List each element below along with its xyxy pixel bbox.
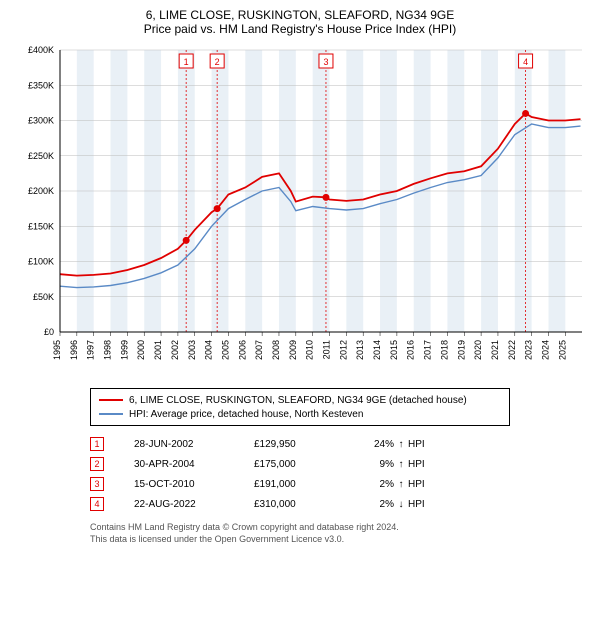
svg-text:3: 3 xyxy=(323,57,328,67)
sale-arrow-icon: ↑ xyxy=(394,479,408,490)
line-chart: £0 £50K £100K £150K £200K £250K £300K £350K £400… xyxy=(10,42,590,382)
svg-text:£350K: £350K xyxy=(28,80,54,90)
svg-text:1: 1 xyxy=(184,57,189,67)
svg-text:2012: 2012 xyxy=(338,340,348,360)
svg-text:2005: 2005 xyxy=(220,340,230,360)
chart-title: 6, LIME CLOSE, RUSKINGTON, SLEAFORD, NG3… xyxy=(10,8,590,22)
svg-text:2010: 2010 xyxy=(305,340,315,360)
svg-text:2001: 2001 xyxy=(153,340,163,360)
svg-text:2014: 2014 xyxy=(372,340,382,360)
svg-text:2018: 2018 xyxy=(439,340,449,360)
chart-subtitle: Price paid vs. HM Land Registry's House … xyxy=(10,22,590,36)
svg-text:2: 2 xyxy=(215,57,220,67)
legend-swatch xyxy=(99,413,123,415)
svg-text:2022: 2022 xyxy=(507,340,517,360)
sale-arrow-icon: ↑ xyxy=(394,439,408,450)
svg-text:2015: 2015 xyxy=(389,340,399,360)
svg-text:2013: 2013 xyxy=(355,340,365,360)
sale-number-box: 2 xyxy=(90,457,104,471)
sale-date: 30-APR-2004 xyxy=(134,459,254,470)
legend-swatch xyxy=(99,399,123,401)
sale-date: 28-JUN-2002 xyxy=(134,439,254,450)
footer-line-1: Contains HM Land Registry data © Crown c… xyxy=(90,522,510,534)
sale-arrow-icon: ↑ xyxy=(394,459,408,470)
svg-text:£0: £0 xyxy=(44,327,54,337)
title-block: 6, LIME CLOSE, RUSKINGTON, SLEAFORD, NG3… xyxy=(10,8,590,36)
chart-container: 6, LIME CLOSE, RUSKINGTON, SLEAFORD, NG3… xyxy=(0,0,600,620)
sale-number-box: 4 xyxy=(90,497,104,511)
legend-item: 6, LIME CLOSE, RUSKINGTON, SLEAFORD, NG3… xyxy=(99,393,501,407)
sales-table: 128-JUN-2002£129,95024%↑HPI230-APR-2004£… xyxy=(90,434,510,514)
svg-text:2020: 2020 xyxy=(473,340,483,360)
svg-text:2017: 2017 xyxy=(423,340,433,360)
legend-item: HPI: Average price, detached house, Nort… xyxy=(99,407,501,421)
sale-arrow-icon: ↓ xyxy=(394,499,408,510)
legend-label: HPI: Average price, detached house, Nort… xyxy=(129,409,363,420)
svg-text:£250K: £250K xyxy=(28,151,54,161)
sale-pct: 2% xyxy=(354,479,394,490)
svg-text:£300K: £300K xyxy=(28,116,54,126)
svg-text:2019: 2019 xyxy=(456,340,466,360)
svg-text:2008: 2008 xyxy=(271,340,281,360)
svg-text:£100K: £100K xyxy=(28,257,54,267)
sale-number-box: 1 xyxy=(90,437,104,451)
svg-text:2023: 2023 xyxy=(524,340,534,360)
legend-label: 6, LIME CLOSE, RUSKINGTON, SLEAFORD, NG3… xyxy=(129,395,467,406)
sale-price: £191,000 xyxy=(254,479,354,490)
svg-text:£400K: £400K xyxy=(28,45,54,55)
svg-text:2011: 2011 xyxy=(322,340,332,359)
svg-text:1997: 1997 xyxy=(86,340,96,360)
svg-text:2021: 2021 xyxy=(490,340,500,360)
sale-row: 3 15-OCT-2010£191,0002%↑HPI xyxy=(90,474,510,494)
chart-area: £0 £50K £100K £150K £200K £250K £300K £350K £400… xyxy=(10,42,590,382)
sale-pct: 24% xyxy=(354,439,394,450)
footer-line-2: This data is licensed under the Open Gov… xyxy=(90,534,510,546)
legend: 6, LIME CLOSE, RUSKINGTON, SLEAFORD, NG3… xyxy=(90,388,510,426)
sale-price: £310,000 xyxy=(254,499,354,510)
svg-text:4: 4 xyxy=(523,57,528,67)
sale-pct: 9% xyxy=(354,459,394,470)
svg-text:2009: 2009 xyxy=(288,340,298,360)
sale-date: 22-AUG-2022 xyxy=(134,499,254,510)
sale-date: 15-OCT-2010 xyxy=(134,479,254,490)
sale-hpi-label: HPI xyxy=(408,479,438,490)
svg-text:1995: 1995 xyxy=(52,340,62,360)
svg-text:2025: 2025 xyxy=(557,340,567,360)
sale-number-box: 3 xyxy=(90,477,104,491)
svg-text:1996: 1996 xyxy=(69,340,79,360)
footer-attribution: Contains HM Land Registry data © Crown c… xyxy=(90,522,510,545)
sale-price: £175,000 xyxy=(254,459,354,470)
svg-text:2003: 2003 xyxy=(187,340,197,360)
sale-row: 1 28-JUN-2002£129,95024%↑HPI xyxy=(90,434,510,454)
svg-text:2002: 2002 xyxy=(170,340,180,360)
svg-text:1998: 1998 xyxy=(103,340,113,360)
svg-text:1999: 1999 xyxy=(119,340,129,360)
svg-text:2000: 2000 xyxy=(136,340,146,360)
svg-text:£150K: £150K xyxy=(28,221,54,231)
svg-text:2006: 2006 xyxy=(237,340,247,360)
sale-row: 2 30-APR-2004£175,0009%↑HPI xyxy=(90,454,510,474)
svg-text:2007: 2007 xyxy=(254,340,264,360)
svg-text:2024: 2024 xyxy=(540,340,550,360)
svg-text:2016: 2016 xyxy=(406,340,416,360)
sale-hpi-label: HPI xyxy=(408,439,438,450)
svg-text:£200K: £200K xyxy=(28,186,54,196)
sale-hpi-label: HPI xyxy=(408,499,438,510)
sale-pct: 2% xyxy=(354,499,394,510)
svg-text:2004: 2004 xyxy=(204,340,214,360)
svg-text:£50K: £50K xyxy=(33,292,54,302)
sale-price: £129,950 xyxy=(254,439,354,450)
sale-hpi-label: HPI xyxy=(408,459,438,470)
sale-row: 4 22-AUG-2022£310,0002%↓HPI xyxy=(90,494,510,514)
